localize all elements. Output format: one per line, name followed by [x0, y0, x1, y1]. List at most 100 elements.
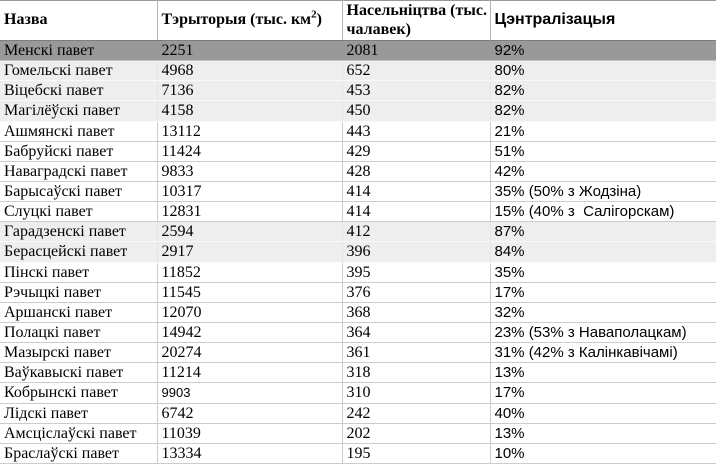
population-cell: 412 [342, 221, 491, 243]
centralization-cell: 13% [490, 362, 716, 384]
column-header-population: Насельніцтва (тыс. чалавек) [342, 0, 491, 41]
territory-cell: 2251 [157, 40, 343, 62]
header-row: Назва Тэрыторыя (тыс. км2) Насельніцтва … [0, 0, 716, 41]
table-row: Менскі павет 2251 2081 92% [0, 40, 716, 62]
district-name-cell: Амсціслаўскі павет [0, 423, 158, 444]
centralization-cell: 35% (50% з Жодзіна) [490, 181, 716, 203]
district-name-cell: Ашмянскі павет [0, 121, 158, 142]
population-cell: 2081 [342, 40, 491, 62]
territory-cell: 13334 [157, 443, 343, 464]
table-row: Гарадзенскі павет 2594 412 87% [0, 221, 716, 243]
territory-cell: 11424 [157, 141, 343, 162]
centralization-cell: 82% [490, 100, 716, 122]
centralization-cell: 17% [490, 282, 716, 303]
column-header-territory: Тэрыторыя (тыс. км2) [157, 0, 343, 41]
district-name-cell: Пінскі павет [0, 262, 158, 283]
population-cell: 368 [342, 302, 491, 323]
district-name-cell: Гарадзенскі павет [0, 221, 158, 243]
centralization-cell: 32% [490, 302, 716, 323]
population-cell: 361 [342, 342, 491, 364]
population-cell: 364 [342, 322, 491, 344]
table-row: Слуцкі павет 12831 414 15% (40% з Саліго… [0, 201, 716, 223]
territory-cell: 2594 [157, 221, 343, 243]
centralization-cell: 84% [490, 241, 716, 263]
table-row: Браслаўскі павет 13334 195 10% [0, 443, 716, 464]
centralization-cell: 80% [490, 60, 716, 82]
centralization-cell: 13% [490, 423, 716, 444]
superscript-2: 2 [311, 8, 317, 21]
table-row: Лідскі павет 6742 242 40% [0, 403, 716, 424]
territory-cell: 20274 [157, 342, 343, 364]
district-name-cell: Рэчыцкі павет [0, 282, 158, 303]
district-name-cell: Віцебскі павет [0, 80, 158, 102]
district-name-cell: Наваградскі павет [0, 161, 158, 182]
centralization-cell: 10% [490, 443, 716, 464]
territory-cell: 4968 [157, 60, 343, 82]
population-cell: 376 [342, 282, 491, 303]
district-name-cell: Лідскі павет [0, 403, 158, 424]
table-row: Ашмянскі павет 13112 443 21% [0, 121, 716, 142]
population-cell: 242 [342, 403, 491, 424]
table-row: Полацкі павет 14942 364 23% (53% з Навап… [0, 322, 716, 344]
territory-cell: 11545 [157, 282, 343, 303]
centralization-cell: 35% [490, 262, 716, 283]
territory-cell: 12070 [157, 302, 343, 323]
table-row: Мазырскі павет 20274 361 31% (42% з Калі… [0, 342, 716, 364]
district-name-cell: Браслаўскі павет [0, 443, 158, 464]
table-row: Аршанскі павет 12070 368 32% [0, 302, 716, 323]
centralization-cell: 21% [490, 121, 716, 142]
population-cell: 414 [342, 181, 491, 203]
territory-cell: 14942 [157, 322, 343, 344]
district-name-cell: Барысаўскі павет [0, 181, 158, 203]
district-name-cell: Берасцейскі павет [0, 241, 158, 263]
territory-cell: 11214 [157, 362, 343, 384]
table-row: Наваградскі павет 9833 428 42% [0, 161, 716, 182]
table-row: Пінскі павет 11852 395 35% [0, 262, 716, 283]
population-cell: 396 [342, 241, 491, 263]
centralization-cell: 15% (40% з Салігорскам) [490, 201, 716, 223]
district-name-cell: Кобрынскі павет [0, 382, 158, 404]
population-cell: 318 [342, 362, 491, 384]
table-body: Менскі павет 2251 2081 92% Гомельскі пав… [0, 40, 716, 464]
table-row: Магілёўскі павет 4158 450 82% [0, 100, 716, 122]
column-header-territory-label: Тэрыторыя (тыс. км [161, 11, 312, 29]
district-name-cell: Слуцкі павет [0, 201, 158, 223]
column-header-centralization: Цэнтралізацыя [490, 0, 716, 41]
centralization-cell: 51% [490, 141, 716, 162]
district-name-cell: Менскі павет [0, 40, 158, 62]
centralization-cell: 82% [490, 80, 716, 102]
district-name-cell: Мазырскі павет [0, 342, 158, 364]
table-row: Рэчыцкі павет 11545 376 17% [0, 282, 716, 303]
population-cell: 652 [342, 60, 491, 82]
territory-cell: 6742 [157, 403, 343, 424]
centralization-cell: 17% [490, 382, 716, 404]
district-name-cell: Бабруйскі павет [0, 141, 158, 162]
table-header: Назва Тэрыторыя (тыс. км2) Насельніцтва … [0, 0, 716, 41]
table-row: Берасцейскі павет 2917 396 84% [0, 241, 716, 263]
column-header-territory-suffix: ) [316, 11, 322, 29]
population-cell: 195 [342, 443, 491, 464]
centralization-cell: 42% [490, 161, 716, 182]
column-header-name: Назва [0, 0, 158, 41]
population-cell: 202 [342, 423, 491, 444]
table-row: Кобрынскі павет 9903 310 17% [0, 382, 716, 404]
population-cell: 429 [342, 141, 491, 162]
territory-cell: 4158 [157, 100, 343, 122]
district-name-cell: Аршанскі павет [0, 302, 158, 323]
territory-cell: 9903 [157, 382, 343, 404]
table-row: Барысаўскі павет 10317 414 35% (50% з Жо… [0, 181, 716, 203]
centralization-cell: 31% (42% з Калінкавічамі) [490, 342, 716, 364]
table-row: Віцебскі павет 7136 453 82% [0, 80, 716, 102]
district-name-cell: Ваўкавыскі павет [0, 362, 158, 384]
territory-cell: 2917 [157, 241, 343, 263]
table-row: Гомельскі павет 4968 652 80% [0, 60, 716, 82]
population-cell: 453 [342, 80, 491, 102]
territory-cell: 7136 [157, 80, 343, 102]
territory-cell: 10317 [157, 181, 343, 203]
population-cell: 395 [342, 262, 491, 283]
population-cell: 428 [342, 161, 491, 182]
district-name-cell: Полацкі павет [0, 322, 158, 344]
territory-cell: 13112 [157, 121, 343, 142]
centralization-cell: 23% (53% з Наваполацкам) [490, 322, 716, 344]
